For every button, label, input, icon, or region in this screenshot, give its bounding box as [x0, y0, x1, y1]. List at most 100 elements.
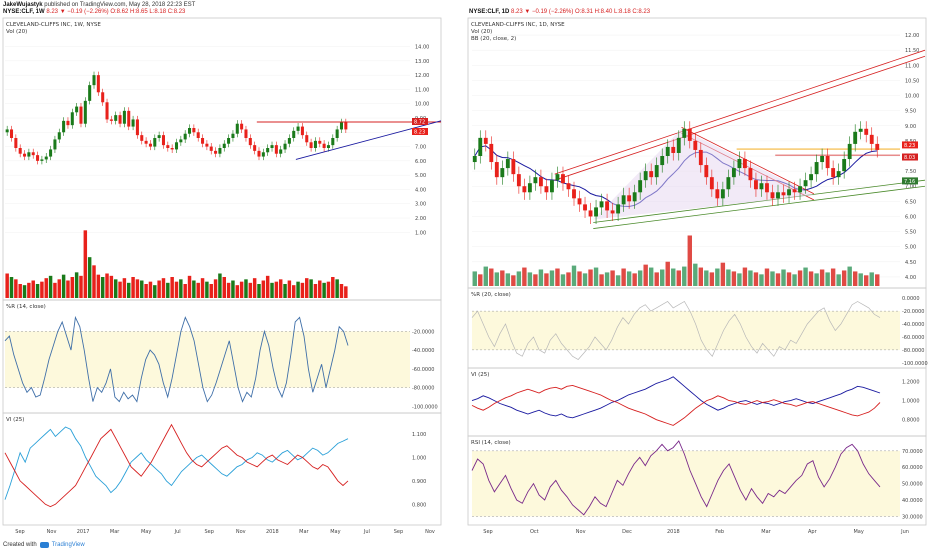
right-price-candle	[478, 137, 483, 156]
right-price-candle	[831, 168, 836, 178]
left-price-candle	[161, 135, 165, 146]
left-vol-bar	[305, 278, 309, 298]
left-vol-bar	[257, 284, 261, 298]
left-price-ytick: 5.00	[415, 173, 426, 179]
left-vol-bar	[140, 280, 144, 298]
right-price-candle	[505, 159, 510, 169]
left-price-candle	[49, 149, 53, 157]
right-price-candle	[776, 192, 780, 199]
left-price-ytick: 14.00	[415, 45, 429, 51]
right-price-candle	[638, 180, 643, 193]
right-vol-bar	[682, 266, 687, 286]
right-ticker: NYSE:CLF, 1D	[469, 9, 510, 15]
right-wr-ytick: 0.0000	[902, 296, 920, 302]
right-price-candle	[494, 162, 499, 178]
right-price-candle	[875, 143, 880, 150]
left-price-candle	[174, 142, 179, 150]
left-vol-bar	[270, 282, 274, 298]
right-price-ytick: 7.50	[905, 169, 916, 175]
left-vol-bar	[14, 279, 18, 298]
left-price-ytick: 3.00	[415, 202, 426, 208]
right-price-candle	[720, 189, 725, 199]
left-price-candle	[231, 133, 235, 138]
right-price-candle	[671, 146, 676, 153]
footer-brand[interactable]: TradingView	[51, 542, 85, 548]
left-price-candle	[196, 132, 200, 138]
left-vol-bar	[213, 279, 218, 298]
right-support-line	[593, 185, 926, 229]
left-price-candle	[96, 75, 100, 93]
left-vi-frame	[2, 412, 442, 526]
right-price-sub-bb: BB (20, close, 2)	[471, 36, 516, 42]
left-vol-bar	[166, 282, 170, 298]
left-price-candle	[183, 133, 187, 140]
left-price-candle	[192, 128, 196, 133]
right-vol-bar	[511, 275, 516, 286]
right-price-candle	[836, 171, 841, 178]
left-vol-bar	[83, 230, 88, 298]
left-vol-bar	[100, 277, 105, 298]
left-vol-bar	[318, 280, 322, 298]
right-price-ytick: 4.00	[905, 275, 916, 281]
left-price-candle	[14, 138, 18, 148]
right-vol-bar	[599, 274, 604, 286]
right-vol-bar	[648, 267, 654, 286]
left-vol-bar	[109, 275, 114, 298]
left-vol-bar	[53, 282, 57, 298]
right-price-candle	[792, 189, 797, 193]
left-vi-ytick: 0.800	[412, 502, 426, 508]
right-vol-bar	[819, 269, 825, 286]
right-price-candle	[594, 207, 598, 217]
right-vol-bar	[538, 269, 544, 286]
right-price-label: 8.23	[904, 143, 915, 149]
right-channel-upper-line	[554, 55, 926, 181]
right-price-candle	[754, 180, 758, 190]
left-price-candle	[201, 138, 205, 144]
publish-info: published on TradingView.com, May 28, 20…	[44, 2, 196, 8]
right-price-xtick: Feb	[715, 529, 724, 535]
right-price-ytick: 5.00	[905, 245, 916, 251]
right-vol-bar	[808, 271, 814, 286]
right-vol-bar	[527, 272, 533, 286]
right-price-candle	[489, 143, 494, 163]
right-vol-bar	[593, 267, 599, 286]
left-price-xtick: Nov	[425, 529, 435, 535]
left-vol-bar	[335, 279, 339, 298]
right-support-line	[593, 179, 926, 223]
left-price-frame	[2, 17, 442, 301]
left-vol-bar	[291, 285, 296, 298]
right-vol-bar	[555, 268, 560, 286]
left-price-candle	[339, 122, 344, 130]
left-price-candle	[296, 126, 300, 131]
left-vol-bar	[309, 279, 313, 298]
left-vol-bar	[174, 281, 179, 298]
right-price-candle	[500, 168, 505, 178]
left-vol-bar	[209, 284, 213, 298]
right-vol-bar	[875, 274, 880, 286]
right-price-candle	[737, 159, 742, 169]
header-author-line: JakeWujastyk published on TradingView.co…	[3, 2, 195, 9]
right-price-ytick: 9.50	[905, 109, 916, 115]
right-vol-bar	[549, 270, 555, 286]
left-vol-bar	[18, 284, 22, 298]
author-name[interactable]: JakeWujastyk	[3, 2, 43, 8]
left-vol-bar	[5, 273, 9, 298]
left-price-candle	[62, 120, 66, 133]
left-vol-bar	[9, 277, 14, 298]
right-price-candle	[698, 149, 703, 166]
right-vol-bar	[797, 270, 803, 286]
right-wr-ytick: -60.0000	[902, 335, 924, 341]
right-vol-bar	[825, 272, 830, 286]
right-wr-ytick: -20.0000	[902, 309, 924, 315]
right-price-candle	[572, 189, 576, 199]
right-rsi-ytick: 60.0000	[902, 465, 923, 471]
left-price-xtick: Mar	[299, 529, 309, 535]
left-price-candle	[79, 106, 83, 124]
right-channel-upper-line	[554, 49, 926, 175]
right-vol-bar	[643, 264, 648, 286]
right-price-candle	[742, 159, 747, 169]
right-price-label-bg	[902, 141, 918, 149]
left-price-ytick: 6.00	[415, 159, 426, 165]
right-price-candle	[588, 210, 593, 217]
